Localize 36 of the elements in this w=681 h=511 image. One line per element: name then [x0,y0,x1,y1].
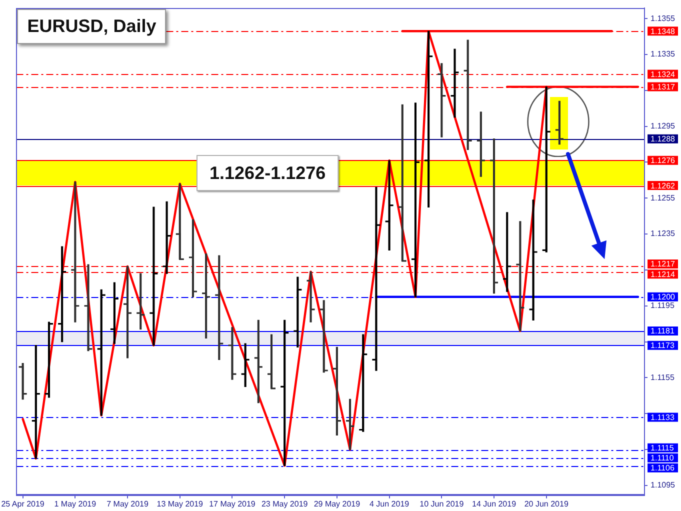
y-tick-label: 1.1155 [650,372,675,382]
x-tick-label: 29 May 2019 [314,499,361,508]
x-tick-label: 25 Apr 2019 [1,499,45,508]
x-tick-label: 13 May 2019 [156,499,204,508]
chart-title: EURUSD, Daily [17,8,166,44]
y-tick-label: 1.1335 [650,50,676,59]
ref-line-label: 1.1181 [650,326,675,336]
y-tick-label: 1.1255 [650,193,676,202]
y-tick-label: 1.1235 [650,229,676,238]
ref-line-label: 1.1348 [650,26,676,36]
x-tick-label: 4 Jun 2019 [370,499,410,508]
ref-line-label: 1.1262 [650,181,676,190]
x-tick-label: 17 May 2019 [209,499,256,508]
band-label: 1.1262-1.1276 [210,162,326,183]
x-tick-label: 7 May 2019 [106,499,149,508]
ref-line-label: 1.1133 [650,412,675,422]
x-tick-label: 14 Jun 2019 [472,499,517,508]
y-tick-label: 1.1295 [650,122,676,131]
ref-line-label: 1.1288 [650,134,676,144]
ref-line-label: 1.1324 [650,70,676,79]
x-tick-label: 23 May 2019 [261,499,308,508]
ref-line-label: 1.1214 [650,270,676,279]
ref-line-label: 1.1217 [650,260,676,269]
y-tick-label: 1.1095 [650,480,676,490]
y-tick-label: 1.1195 [650,301,675,310]
x-tick-label: 10 Jun 2019 [420,499,464,508]
x-tick-label: 20 Jun 2019 [524,499,569,508]
ref-line-label: 1.1276 [650,156,676,166]
x-tick-label: 1 May 2019 [54,499,97,508]
ref-line-label: 1.1317 [650,82,676,92]
ref-line-label: 1.1110 [650,454,674,463]
ref-line-label: 1.1106 [650,464,675,473]
ref-line-label: 1.1173 [650,341,675,350]
ref-line-label: 1.1200 [650,292,676,302]
y-tick-label: 1.1355 [650,14,676,23]
ref-line-label: 1.1115 [650,444,674,453]
